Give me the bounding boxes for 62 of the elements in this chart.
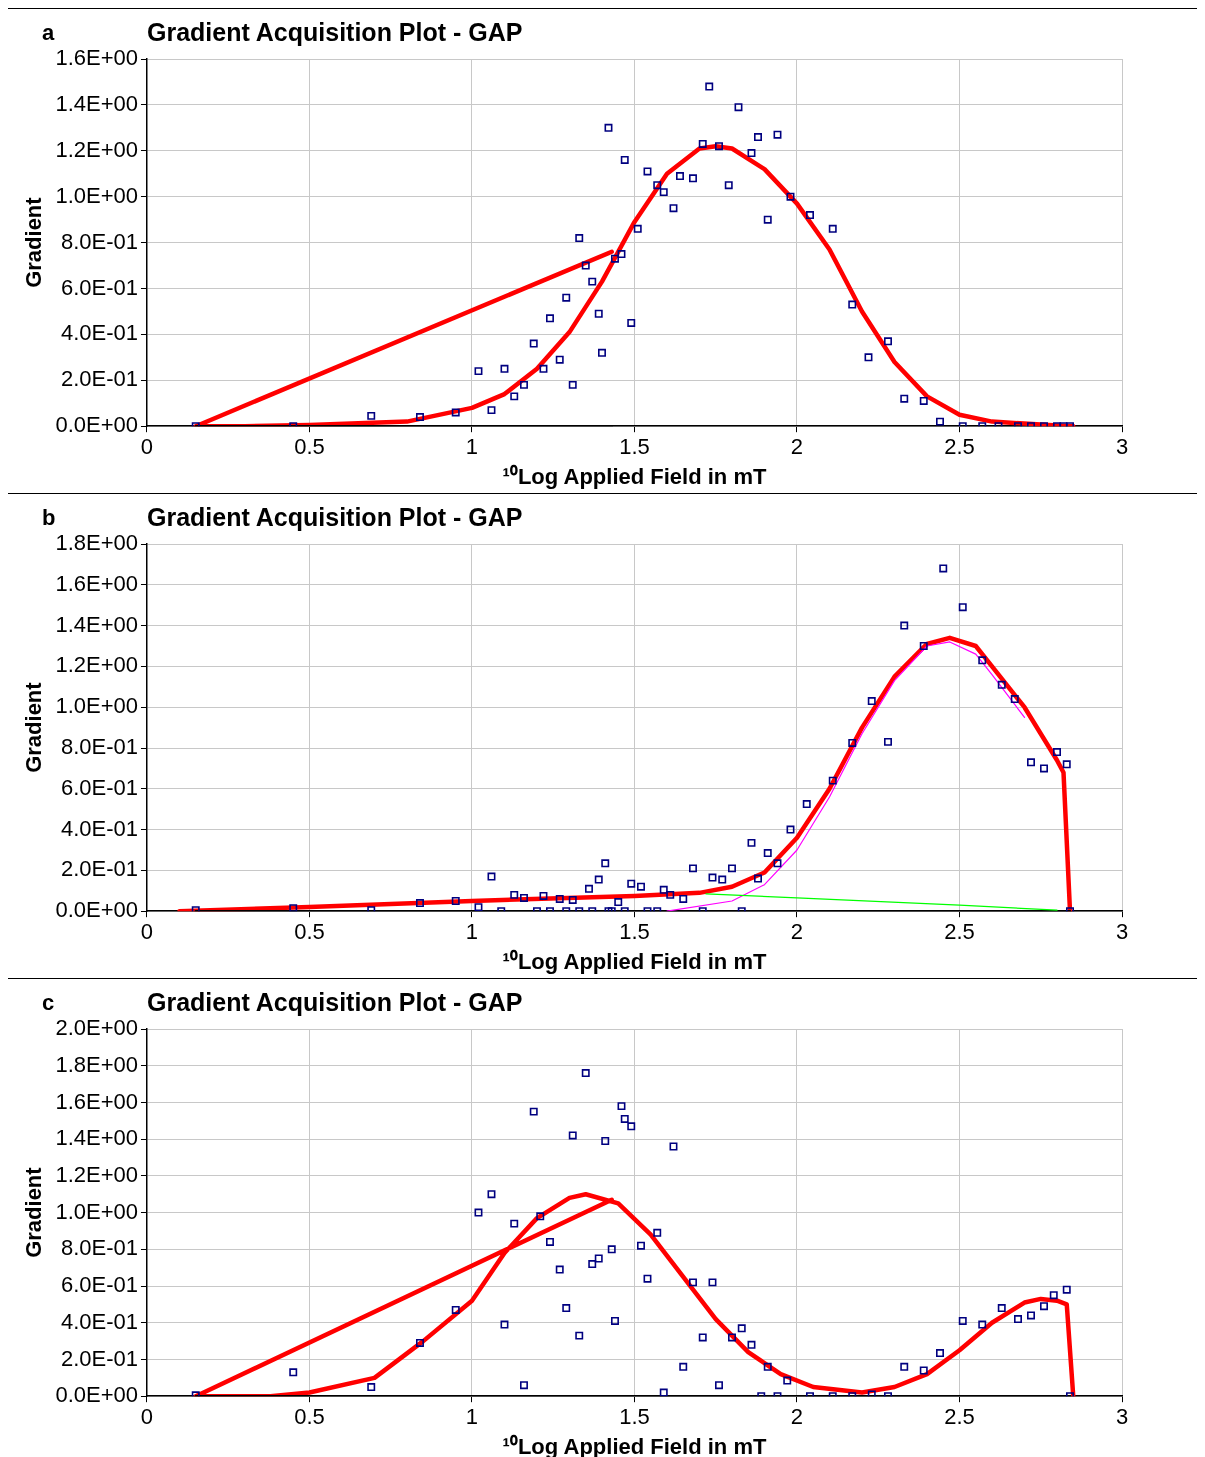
y-tick-label: 1.2E+00 [55, 136, 138, 162]
chart-title: Gradient Acquisition Plot - GAP [146, 17, 523, 46]
x-tick-label: 2.5 [944, 434, 975, 460]
x-tick-label: 0.5 [294, 1404, 325, 1430]
x-tick-label: 1.5 [619, 1404, 650, 1430]
x-tick-label: 3 [1115, 919, 1129, 945]
y-tick-label: 0.0E+00 [55, 412, 138, 438]
y-tick-label: 1.4E+00 [55, 90, 138, 116]
y-tick-label: 1.6E+00 [55, 1088, 138, 1114]
y-tick-label: 4.0E-01 [60, 1308, 138, 1334]
chart-title: Gradient Acquisition Plot - GAP [146, 502, 523, 531]
x-axis-title: ¹⁰Log Applied Field in mT [502, 463, 767, 489]
y-tick-label: 8.0E-01 [60, 734, 138, 760]
y-tick-label: 1.2E+00 [55, 1161, 138, 1187]
x-tick-label: 2 [790, 1404, 804, 1430]
x-tick-label: 1.5 [619, 434, 650, 460]
y-tick-label: 0.0E+00 [55, 897, 138, 923]
text: b [42, 505, 56, 531]
y-tick-label: 1.0E+00 [55, 1198, 138, 1224]
y-axis-title: Gradient [21, 681, 47, 773]
y-tick-label: 2.0E-01 [60, 366, 138, 392]
x-tick-label: 0 [140, 1404, 154, 1430]
y-tick-label: 8.0E-01 [60, 1235, 138, 1261]
x-tick-label: 2.5 [944, 919, 975, 945]
text: a [42, 20, 55, 46]
x-tick-label: 0 [140, 434, 154, 460]
y-tick-label: 6.0E-01 [60, 774, 138, 800]
y-tick-label: 1.4E+00 [55, 611, 138, 637]
x-tick-label: 2.5 [944, 1404, 975, 1430]
y-tick-label: 1.8E+00 [55, 530, 138, 556]
y-tick-label: 0.0E+00 [55, 1382, 138, 1408]
x-tick-label: 3 [1115, 1404, 1129, 1430]
x-tick-label: 1 [465, 1404, 479, 1430]
x-axis-title: ¹⁰Log Applied Field in mT [502, 948, 767, 974]
y-tick-label: 6.0E-01 [60, 274, 138, 300]
x-tick-label: 1 [465, 434, 479, 460]
y-tick-label: 4.0E-01 [60, 320, 138, 346]
y-tick-label: 1.8E+00 [55, 1051, 138, 1077]
y-tick-label: 4.0E-01 [60, 815, 138, 841]
x-tick-label: 2 [790, 434, 804, 460]
x-tick-label: 0.5 [294, 919, 325, 945]
x-tick-label: 0 [140, 919, 154, 945]
x-tick-label: 1 [465, 919, 479, 945]
y-axis-title: Gradient [21, 196, 47, 288]
y-tick-label: 1.0E+00 [55, 693, 138, 719]
y-tick-label: 1.4E+00 [55, 1125, 138, 1151]
y-tick-label: 1.0E+00 [55, 182, 138, 208]
y-tick-label: 2.0E-01 [60, 856, 138, 882]
y-tick-label: 2.0E-01 [60, 1345, 138, 1371]
y-tick-label: 1.6E+00 [55, 570, 138, 596]
text: c [42, 990, 55, 1016]
y-tick-label: 8.0E-01 [60, 228, 138, 254]
chart-title: Gradient Acquisition Plot - GAP [146, 987, 523, 1016]
y-tick-label: 1.2E+00 [55, 652, 138, 678]
y-tick-label: 1.6E+00 [55, 45, 138, 71]
x-tick-label: 1.5 [619, 919, 650, 945]
y-tick-label: 6.0E-01 [60, 1272, 138, 1298]
x-tick-label: 0.5 [294, 434, 325, 460]
y-axis-title: Gradient [21, 1166, 47, 1258]
x-tick-label: 2 [790, 919, 804, 945]
x-tick-label: 3 [1115, 434, 1129, 460]
y-tick-label: 2.0E+00 [55, 1015, 138, 1041]
